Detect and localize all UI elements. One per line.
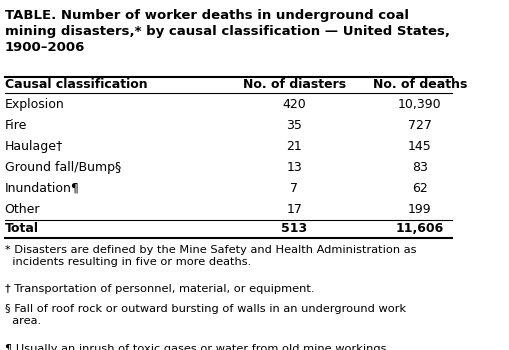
Text: 420: 420 [282, 98, 305, 111]
Text: 21: 21 [286, 140, 302, 153]
Text: § Fall of roof rock or outward bursting of walls in an underground work
  area.: § Fall of roof rock or outward bursting … [5, 304, 405, 327]
Text: 11,606: 11,606 [395, 222, 443, 235]
Text: Explosion: Explosion [5, 98, 64, 111]
Text: 513: 513 [280, 222, 307, 235]
Text: ¶ Usually an inrush of toxic gases or water from old mine workings.: ¶ Usually an inrush of toxic gases or wa… [5, 344, 389, 350]
Text: Ground fall/Bump§: Ground fall/Bump§ [5, 161, 121, 174]
Text: 83: 83 [411, 161, 427, 174]
Text: Total: Total [5, 222, 39, 235]
Text: 35: 35 [286, 119, 302, 132]
Text: 62: 62 [411, 182, 427, 195]
Text: 727: 727 [407, 119, 431, 132]
Text: 13: 13 [286, 161, 302, 174]
Text: Other: Other [5, 203, 40, 216]
Text: 7: 7 [290, 182, 298, 195]
Text: Fire: Fire [5, 119, 27, 132]
Text: Causal classification: Causal classification [5, 78, 147, 91]
Text: Inundation¶: Inundation¶ [5, 182, 79, 195]
Text: Haulage†: Haulage† [5, 140, 63, 153]
Text: 199: 199 [407, 203, 431, 216]
Text: † Transportation of personnel, material, or equipment.: † Transportation of personnel, material,… [5, 284, 314, 294]
Text: No. of diasters: No. of diasters [242, 78, 345, 91]
Text: 17: 17 [286, 203, 302, 216]
Text: * Disasters are defined by the Mine Safety and Health Administration as
  incide: * Disasters are defined by the Mine Safe… [5, 245, 415, 267]
Text: No. of deaths: No. of deaths [372, 78, 466, 91]
Text: TABLE. Number of worker deaths in underground coal
mining disasters,* by causal : TABLE. Number of worker deaths in underg… [5, 9, 448, 54]
Text: 10,390: 10,390 [397, 98, 441, 111]
Text: 145: 145 [407, 140, 431, 153]
